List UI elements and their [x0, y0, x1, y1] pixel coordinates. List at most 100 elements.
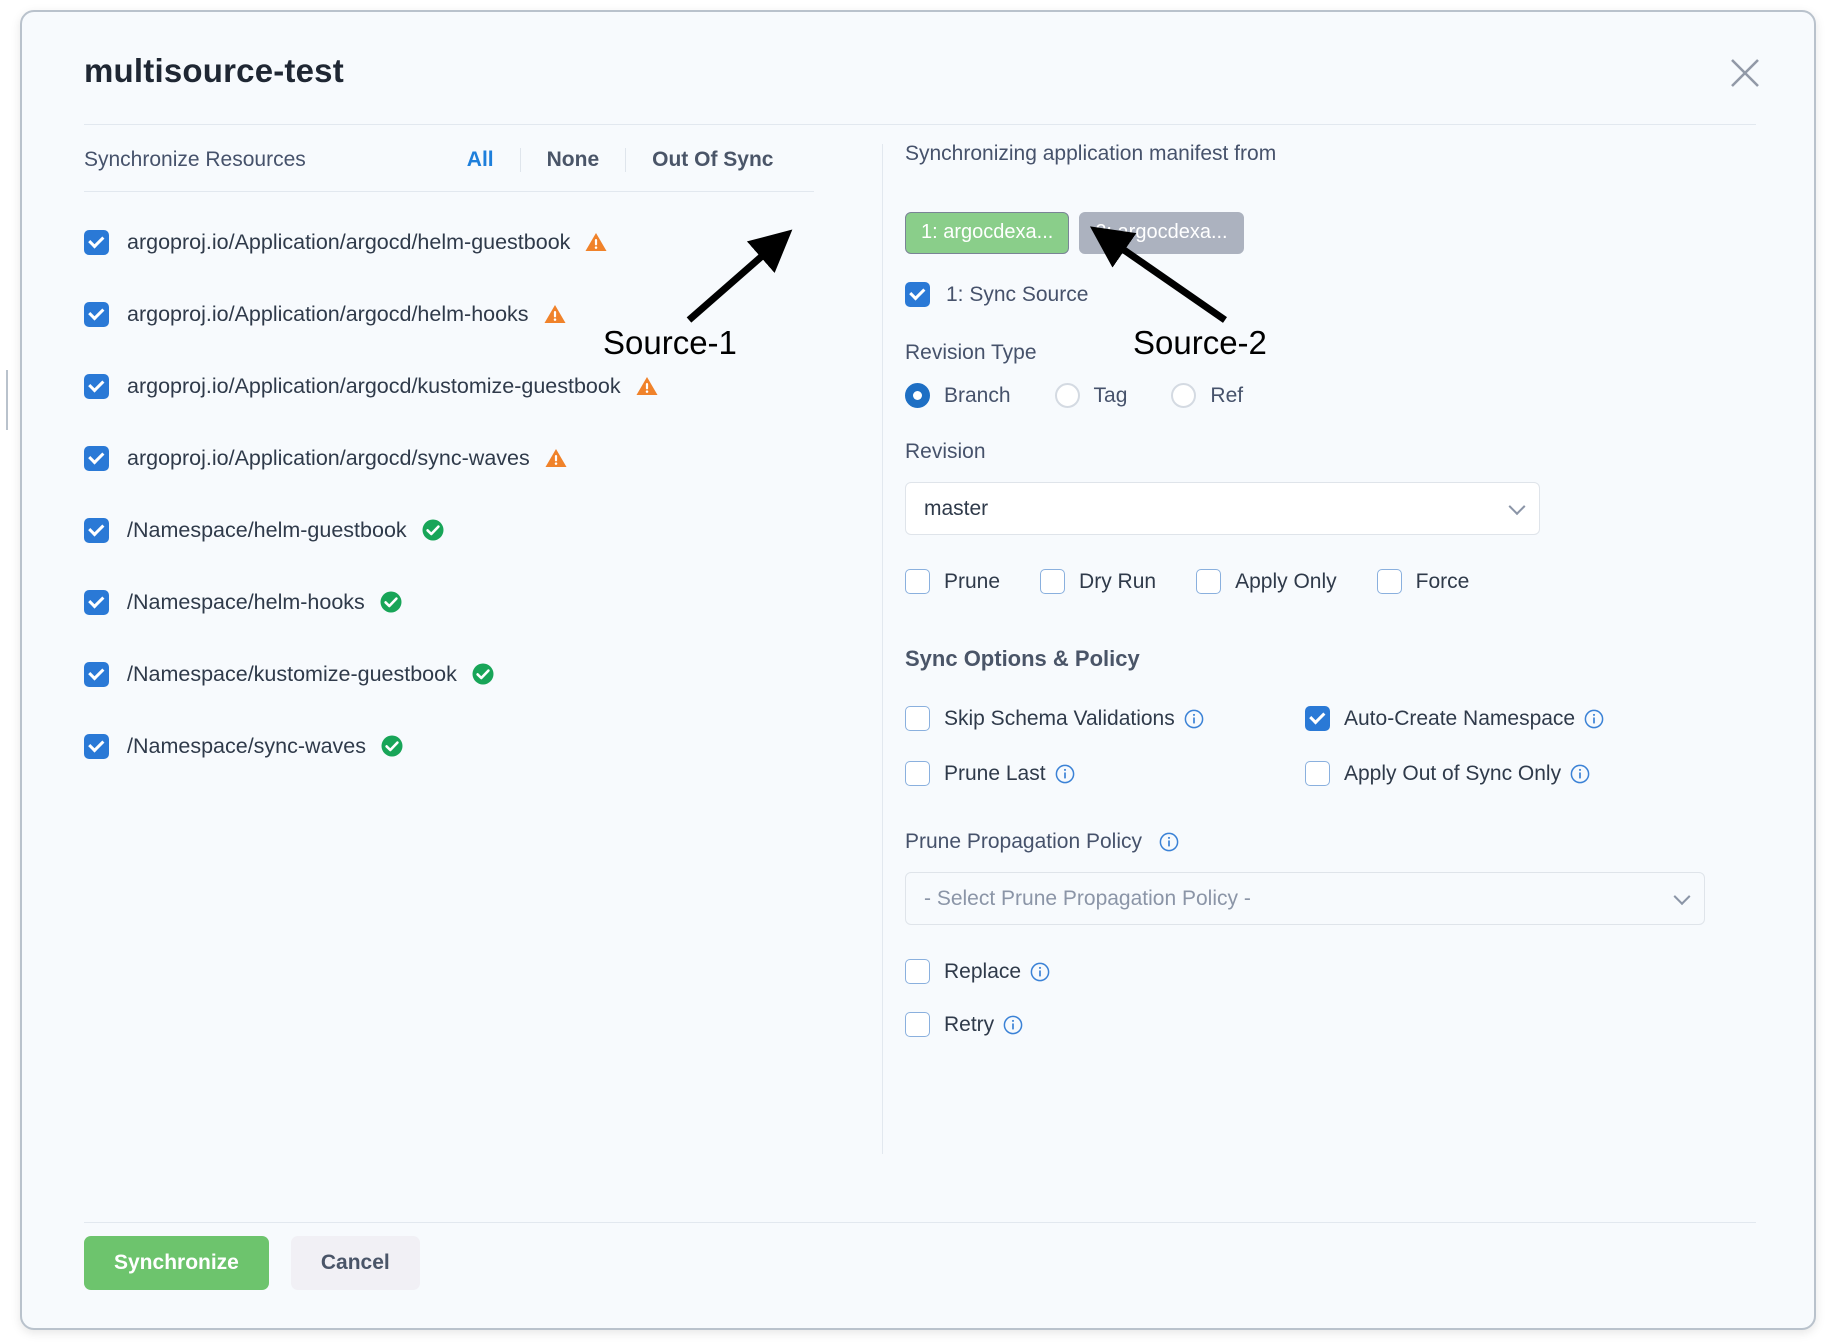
resource-checkbox[interactable] [84, 517, 109, 543]
resource-checkbox[interactable] [84, 301, 109, 327]
resource-filter-group: All None Out Of Sync [441, 147, 800, 172]
info-icon[interactable] [1003, 1015, 1023, 1035]
dry-run-label: Dry Run [1079, 569, 1157, 593]
resource-checkbox[interactable] [84, 445, 109, 471]
cancel-button[interactable]: Cancel [290, 1236, 420, 1290]
prune-propagation-policy-label: Prune Propagation Policy [905, 830, 1142, 853]
checkbox-dry-run[interactable]: Dry Run [1040, 569, 1156, 594]
out-of-sync-warning-icon [544, 446, 568, 470]
prune-propagation-policy-select[interactable]: - Select Prune Propagation Policy - [905, 872, 1705, 925]
force-label: Force [1415, 569, 1470, 593]
prune-propagation-policy-label-row: Prune Propagation Policy [905, 830, 1814, 854]
resource-label: argoproj.io/Application/argocd/kustomize… [127, 373, 621, 398]
apply-out-of-sync-only-checkbox[interactable] [1305, 761, 1330, 786]
skip-schema-validations-label: Skip Schema Validations [944, 706, 1175, 730]
filter-all[interactable]: All [466, 147, 494, 171]
radio-branch-control[interactable] [905, 383, 930, 408]
list-item[interactable]: argoproj.io/Application/argocd/kustomize… [84, 368, 857, 404]
list-item[interactable]: /Namespace/kustomize-guestbook [84, 656, 857, 692]
checkbox-replace[interactable]: Replace [905, 959, 1814, 984]
sync-flags-row: Prune Dry Run Apply Only Force [905, 569, 1814, 594]
sync-source-checkbox[interactable] [905, 282, 930, 307]
revision-select[interactable]: master [905, 482, 1540, 535]
sync-settings-pane: Synchronizing application manifest from … [857, 130, 1814, 1150]
info-icon[interactable] [1030, 962, 1050, 982]
replace-checkbox[interactable] [905, 959, 930, 984]
synchronize-resources-header: Synchronize Resources All None Out Of Sy… [84, 144, 814, 192]
list-item[interactable]: /Namespace/helm-hooks [84, 584, 857, 620]
resource-label: argoproj.io/Application/argocd/helm-hook… [127, 301, 529, 326]
radio-tag[interactable]: Tag [1054, 383, 1127, 408]
close-icon[interactable] [1728, 56, 1762, 90]
synchronize-button[interactable]: Synchronize [84, 1236, 269, 1290]
info-icon[interactable] [1055, 764, 1075, 784]
checkbox-prune[interactable]: Prune [905, 569, 1000, 594]
footer-divider [84, 1222, 1756, 1223]
synced-check-icon [471, 662, 495, 686]
skip-schema-validations-checkbox[interactable] [905, 706, 930, 731]
checkbox-retry[interactable]: Retry [905, 1012, 1814, 1037]
retry-label: Retry [944, 1012, 995, 1036]
list-item[interactable]: argoproj.io/Application/argocd/helm-hook… [84, 296, 857, 332]
out-of-sync-warning-icon [635, 374, 659, 398]
list-item[interactable]: /Namespace/sync-waves [84, 728, 857, 764]
info-icon[interactable] [1584, 709, 1604, 729]
resource-checkbox[interactable] [84, 373, 109, 399]
list-item[interactable]: /Namespace/helm-guestbook [84, 512, 857, 548]
synced-check-icon [379, 590, 403, 614]
checkbox-apply-only[interactable]: Apply Only [1196, 569, 1337, 594]
auto-create-namespace-checkbox[interactable] [1305, 706, 1330, 731]
resource-checkbox[interactable] [84, 733, 109, 759]
sync-source-toggle[interactable]: 1: Sync Source [905, 282, 1814, 307]
retry-checkbox[interactable] [905, 1012, 930, 1037]
tab-source-2[interactable]: 2: argocdexa... [1079, 212, 1244, 254]
window-edge-artifact [0, 370, 8, 430]
radio-ref[interactable]: Ref [1171, 383, 1243, 408]
list-item[interactable]: argoproj.io/Application/argocd/sync-wave… [84, 440, 857, 476]
apply-out-of-sync-only-label: Apply Out of Sync Only [1344, 761, 1562, 785]
apply-only-label: Apply Only [1235, 569, 1337, 593]
dialog-footer: Synchronize Cancel [84, 1236, 420, 1290]
resource-checkbox[interactable] [84, 661, 109, 687]
tab-source-1[interactable]: 1: argocdexa... [905, 212, 1070, 254]
filter-none[interactable]: None [519, 147, 626, 172]
pane-divider [882, 144, 883, 1154]
sync-source-label: 1: Sync Source [946, 282, 1089, 306]
info-icon[interactable] [1570, 764, 1590, 784]
radio-tag-control[interactable] [1054, 383, 1080, 408]
resource-label: /Namespace/helm-guestbook [127, 517, 407, 542]
annotation-label-source-2: Source-2 [1133, 324, 1267, 361]
dialog-title-bar: multisource-test [22, 12, 1814, 124]
radio-ref-label: Ref [1210, 383, 1244, 407]
apply-only-checkbox[interactable] [1196, 569, 1222, 594]
synced-check-icon [421, 518, 445, 542]
checkbox-skip-schema-validations[interactable]: Skip Schema Validations [905, 706, 1305, 731]
prune-last-checkbox[interactable] [905, 761, 930, 786]
dry-run-checkbox[interactable] [1040, 569, 1066, 594]
checkbox-auto-create-namespace[interactable]: Auto-Create Namespace [1305, 706, 1705, 731]
radio-ref-control[interactable] [1171, 383, 1197, 408]
info-icon[interactable] [1159, 832, 1179, 852]
prune-label: Prune [944, 569, 1001, 593]
prune-last-label: Prune Last [944, 761, 1046, 785]
resources-pane: Synchronize Resources All None Out Of Sy… [22, 130, 857, 1150]
resource-label: argoproj.io/Application/argocd/helm-gues… [127, 229, 571, 254]
checkbox-prune-last[interactable]: Prune Last [905, 761, 1305, 786]
prune-checkbox[interactable] [905, 569, 930, 594]
resource-checkbox[interactable] [84, 589, 109, 615]
source-tab-group: 1: argocdexa... 2: argocdexa... [905, 212, 1814, 254]
annotation-label-source-1: Source-1 [603, 324, 737, 361]
out-of-sync-warning-icon [584, 230, 608, 254]
force-checkbox[interactable] [1376, 569, 1402, 594]
prune-propagation-policy-placeholder: - Select Prune Propagation Policy - [924, 886, 1251, 910]
list-item[interactable]: argoproj.io/Application/argocd/helm-gues… [84, 224, 857, 260]
checkbox-apply-out-of-sync-only[interactable]: Apply Out of Sync Only [1305, 761, 1705, 786]
auto-create-namespace-label: Auto-Create Namespace [1344, 706, 1576, 730]
resource-checkbox[interactable] [84, 229, 109, 255]
filter-out-of-sync[interactable]: Out Of Sync [625, 147, 799, 172]
checkbox-force[interactable]: Force [1376, 569, 1470, 594]
synced-check-icon [380, 734, 404, 758]
info-icon[interactable] [1184, 709, 1204, 729]
radio-branch[interactable]: Branch [905, 383, 1011, 408]
